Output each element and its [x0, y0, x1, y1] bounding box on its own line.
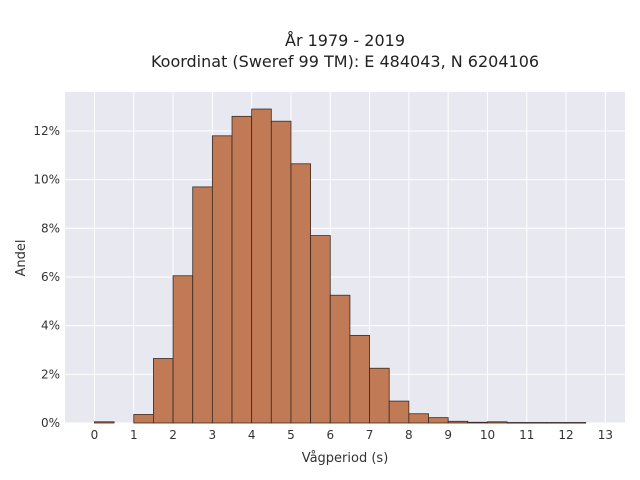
histogram-bar: [369, 367, 390, 424]
bars: [94, 108, 587, 424]
histogram-bar: [94, 421, 115, 424]
histogram-bar: [428, 417, 449, 424]
histogram-bar: [192, 186, 213, 424]
x-tick-label: 3: [209, 428, 217, 442]
y-tick-label: 8%: [41, 221, 60, 235]
histogram-bar: [329, 294, 351, 424]
y-tick-label: 0%: [41, 416, 60, 430]
histogram-bar: [408, 413, 429, 424]
histogram-bar: [310, 235, 331, 424]
histogram-bar: [251, 108, 272, 424]
x-axis-ticks: 0 1 2 3 4 5 6 7 8 9 10 11 12 13: [91, 428, 613, 442]
y-tick-label: 10%: [33, 173, 60, 187]
histogram-bar: [565, 422, 587, 424]
histogram-bar: [388, 400, 410, 424]
y-tick-label: 2%: [41, 367, 60, 381]
x-tick-label: 6: [326, 428, 334, 442]
histogram-bar: [211, 135, 233, 424]
x-tick-label: 12: [558, 428, 573, 442]
x-tick-label: 9: [444, 428, 452, 442]
y-tick-label: 4%: [41, 319, 60, 333]
histogram-bar: [290, 163, 312, 424]
x-tick-label: 4: [248, 428, 256, 442]
x-tick-label: 1: [130, 428, 138, 442]
x-tick-label: 11: [519, 428, 534, 442]
histogram-bar: [133, 414, 154, 424]
histogram-bar: [172, 275, 194, 424]
histogram-bar: [231, 115, 253, 424]
histogram-bar: [270, 120, 292, 424]
chart-title-line1: År 1979 - 2019: [285, 31, 405, 50]
y-axis-ticks: 0% 2% 4% 6% 8% 10% 12%: [33, 124, 60, 430]
x-tick-label: 13: [598, 428, 613, 442]
x-tick-label: 5: [287, 428, 295, 442]
y-tick-label: 6%: [41, 270, 60, 284]
x-axis-label: Vågperiod (s): [302, 451, 389, 466]
histogram-bar: [349, 334, 370, 424]
histogram-bar: [447, 420, 469, 424]
histogram-bar: [546, 422, 567, 424]
histogram-bar: [506, 422, 528, 424]
x-tick-label: 7: [366, 428, 374, 442]
x-tick-label: 10: [480, 428, 495, 442]
y-axis-label: Andel: [14, 240, 29, 277]
histogram-bar: [526, 422, 547, 424]
histogram-bar: [487, 421, 508, 424]
x-tick-label: 2: [169, 428, 177, 442]
y-tick-label: 12%: [33, 124, 60, 138]
chart-title-line2: Koordinat (Sweref 99 TM): E 484043, N 62…: [151, 52, 539, 71]
x-tick-label: 0: [91, 428, 99, 442]
x-tick-label: 8: [405, 428, 413, 442]
histogram-bar: [467, 421, 488, 424]
histogram-bar: [153, 358, 174, 424]
